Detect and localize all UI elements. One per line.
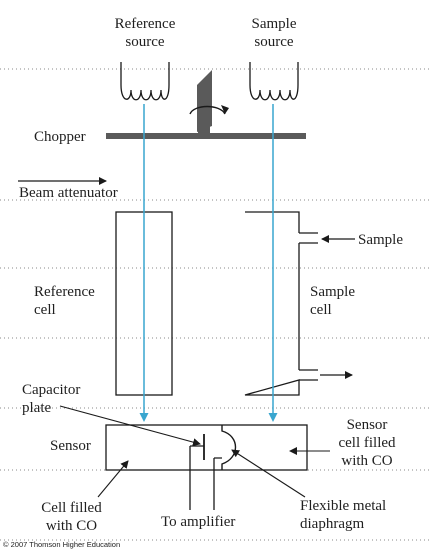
chopper-bar	[106, 133, 306, 139]
reference-source-coil	[120, 62, 170, 101]
sample-inlet-label: Sample	[358, 232, 403, 248]
sensor-cell-label: Sensor cell filled with CO	[338, 417, 396, 469]
amplifier-leads	[189, 445, 222, 510]
sample-source-label: Sample source	[251, 16, 297, 50]
rotation-arrow-icon	[189, 105, 226, 115]
sample-inlet-pipe	[299, 232, 318, 244]
copyright-notice: © 2007 Thomson Higher Education	[3, 540, 121, 549]
chopper-label: Chopper	[34, 129, 86, 145]
cell-filled-pointer	[97, 460, 129, 498]
chopper-blade	[197, 70, 212, 132]
sensor-label: Sensor	[50, 438, 91, 454]
sample-cell-box	[244, 211, 300, 396]
reference-cell-label: Reference cell	[34, 284, 95, 318]
capacitor-pointer	[59, 405, 201, 447]
chopper-assembly	[106, 70, 306, 139]
capacitor-plate-label: Capacitor plate	[22, 382, 81, 416]
chopper-shaft	[198, 118, 210, 136]
cell-filled-label: Cell filled with CO	[41, 500, 102, 534]
amplifier-label: To amplifier	[161, 514, 236, 530]
sample-outlet-pipe	[299, 369, 318, 381]
sample-cell-label: Sample cell	[310, 284, 355, 318]
flexible-diaphragm	[221, 425, 237, 470]
diaphragm-label: Flexible metal diaphragm	[300, 498, 387, 532]
reference-source-label: Reference source	[114, 16, 176, 50]
diaphragm-pointer	[231, 449, 306, 498]
sample-source-coil	[249, 62, 299, 101]
sensor-box	[105, 424, 308, 471]
beam-attenuator-label: Beam attenuator	[19, 185, 118, 201]
